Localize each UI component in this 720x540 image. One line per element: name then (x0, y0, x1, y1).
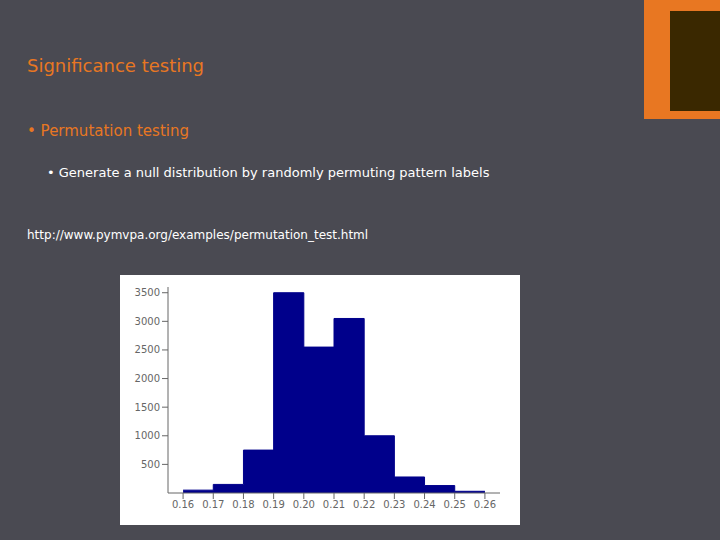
svg-text:0.22: 0.22 (353, 499, 375, 510)
svg-text:3500: 3500 (135, 287, 160, 298)
svg-text:0.17: 0.17 (202, 499, 224, 510)
svg-text:3000: 3000 (135, 316, 160, 327)
svg-text:0.23: 0.23 (383, 499, 405, 510)
svg-text:0.25: 0.25 (444, 499, 466, 510)
html-text:Significance testing: Significance testing (27, 55, 204, 76)
svg-text:500: 500 (141, 459, 160, 470)
html-text:• Permutation testing: • Permutation testing (27, 122, 189, 140)
html-text:• Generate a null distribution: • Generate a null distribution by random… (47, 165, 490, 180)
svg-text:0.21: 0.21 (323, 499, 345, 510)
svg-text:0.18: 0.18 (232, 499, 254, 510)
svg-text:0.26: 0.26 (474, 499, 496, 510)
svg-text:0.24: 0.24 (413, 499, 435, 510)
html-text:http://www.pymvpa.org/examples: http://www.pymvpa.org/examples/permutati… (27, 228, 369, 242)
svg-text:0.16: 0.16 (172, 499, 194, 510)
svg-text:1500: 1500 (135, 402, 160, 413)
svg-text:1000: 1000 (135, 430, 160, 441)
svg-text:0.20: 0.20 (293, 499, 315, 510)
svg-text:2000: 2000 (135, 373, 160, 384)
svg-text:2500: 2500 (135, 344, 160, 355)
svg-text:0.19: 0.19 (263, 499, 285, 510)
